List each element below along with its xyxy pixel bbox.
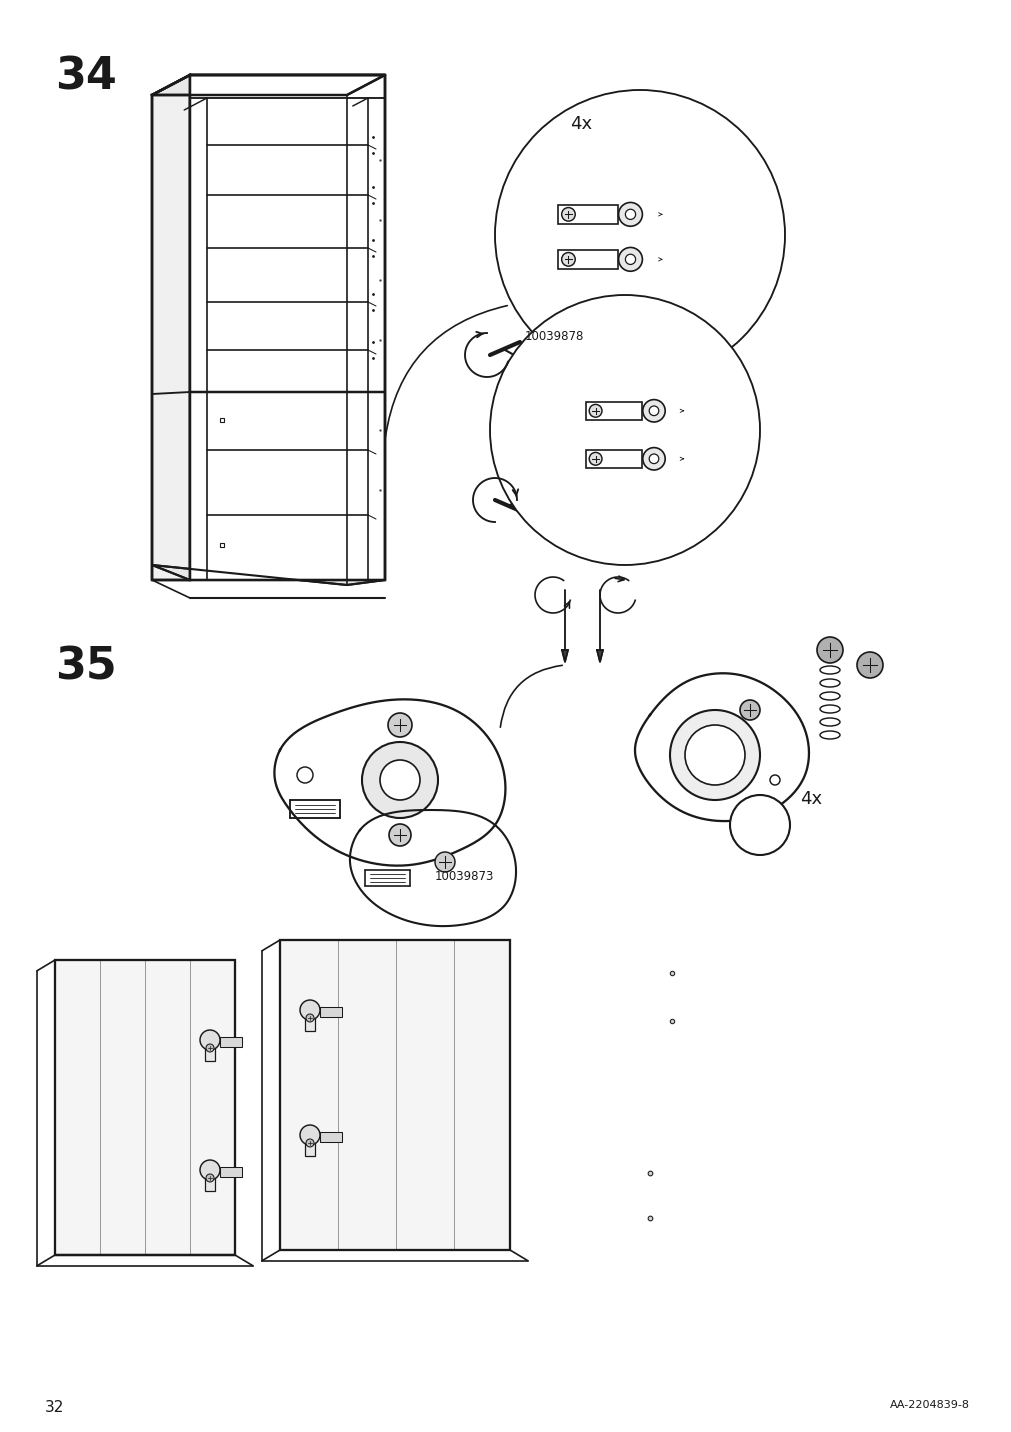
Circle shape: [387, 713, 411, 737]
Polygon shape: [152, 74, 190, 580]
Circle shape: [588, 404, 602, 417]
Text: 35: 35: [55, 644, 116, 687]
FancyArrowPatch shape: [385, 305, 507, 437]
Text: 4x: 4x: [800, 790, 821, 808]
Circle shape: [305, 1014, 313, 1022]
Circle shape: [200, 1030, 219, 1050]
Text: 10039878: 10039878: [525, 329, 583, 344]
Polygon shape: [596, 650, 603, 662]
Circle shape: [618, 202, 642, 226]
Circle shape: [489, 295, 759, 566]
Circle shape: [649, 407, 658, 415]
Bar: [304, 1130, 314, 1156]
Circle shape: [625, 255, 635, 265]
Bar: [585, 402, 641, 420]
Bar: [280, 939, 510, 1250]
Circle shape: [618, 248, 642, 271]
Bar: [55, 959, 235, 1254]
Bar: [558, 205, 617, 223]
Circle shape: [739, 700, 759, 720]
Circle shape: [200, 1160, 219, 1180]
Circle shape: [769, 775, 779, 785]
Circle shape: [494, 90, 785, 379]
Circle shape: [305, 1138, 313, 1147]
Bar: [219, 1037, 242, 1047]
Polygon shape: [152, 74, 384, 95]
Text: 32: 32: [44, 1400, 65, 1415]
Circle shape: [649, 454, 658, 464]
Text: AA-2204839-8: AA-2204839-8: [889, 1400, 969, 1411]
Circle shape: [684, 725, 744, 785]
Text: 34: 34: [55, 54, 116, 97]
Circle shape: [856, 652, 883, 677]
Bar: [304, 1005, 314, 1031]
Circle shape: [299, 1000, 319, 1020]
Bar: [190, 74, 384, 580]
Polygon shape: [152, 566, 384, 586]
Bar: [319, 1007, 342, 1017]
Bar: [205, 1035, 214, 1061]
Circle shape: [561, 208, 574, 221]
FancyArrowPatch shape: [499, 666, 562, 727]
Circle shape: [388, 823, 410, 846]
Circle shape: [379, 760, 420, 800]
Circle shape: [588, 453, 602, 465]
Text: 10039873: 10039873: [435, 871, 494, 884]
Circle shape: [435, 852, 455, 872]
Bar: [205, 1166, 214, 1191]
Circle shape: [816, 637, 842, 663]
Bar: [585, 450, 641, 468]
Circle shape: [299, 1126, 319, 1146]
Bar: [558, 251, 617, 269]
Circle shape: [206, 1044, 213, 1053]
Bar: [319, 1133, 342, 1141]
Circle shape: [669, 710, 759, 800]
Circle shape: [729, 795, 790, 855]
Circle shape: [561, 252, 574, 266]
Circle shape: [642, 400, 664, 422]
Circle shape: [206, 1174, 213, 1181]
Circle shape: [362, 742, 438, 818]
Bar: [219, 1167, 242, 1177]
Polygon shape: [561, 650, 567, 662]
Circle shape: [625, 209, 635, 219]
Circle shape: [296, 768, 312, 783]
Circle shape: [642, 448, 664, 470]
Text: 4x: 4x: [569, 115, 591, 133]
